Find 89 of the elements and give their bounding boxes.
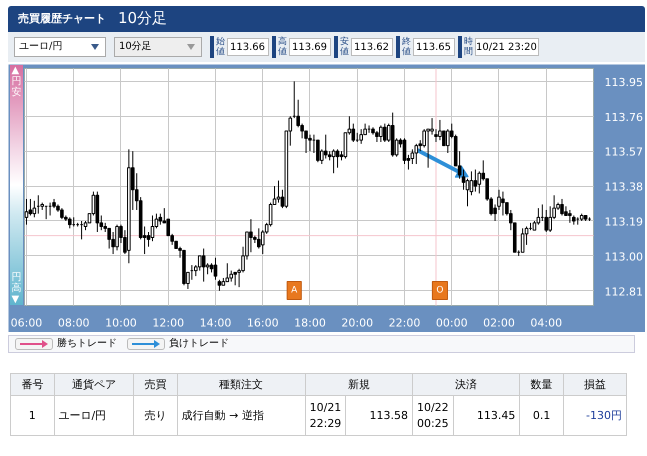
x-tick-label: 20:00 (341, 316, 374, 330)
text: 10分足 (118, 8, 168, 30)
candlestick (324, 134, 328, 160)
text: 時間 (464, 37, 473, 57)
chart-subtitle: 10分足 (119, 40, 152, 54)
text: 113.45 (453, 396, 520, 436)
text: 113.58 (346, 396, 412, 436)
candlestick (32, 200, 36, 218)
annotation: A (291, 286, 298, 296)
text: 勝ちトレード (57, 336, 117, 351)
text: 113.62 (351, 38, 393, 56)
candlestick (359, 128, 363, 144)
x-tick-label: 16:00 (246, 316, 279, 330)
text: 始値 (216, 37, 225, 57)
x-tick-label: 18:00 (294, 316, 326, 330)
candlestick (434, 128, 438, 142)
annotation: O (436, 286, 444, 296)
text: 売買 (134, 374, 178, 396)
candlestick (332, 148, 336, 174)
text: 0.1 (520, 396, 564, 436)
candlestick (233, 272, 237, 286)
text: 113.66 (227, 38, 269, 56)
text: 1 (10, 396, 54, 436)
candlestick (210, 262, 214, 273)
candlestick (115, 224, 119, 251)
text: 数量 (520, 374, 564, 396)
text: 通貨ペア (54, 374, 134, 396)
y-tick-label: 113.00 (604, 250, 643, 264)
candlestick (68, 216, 72, 229)
text: 種類注文 (177, 374, 306, 396)
candlestick (276, 180, 280, 204)
text: 113.65 (413, 38, 455, 56)
text: 高値 (278, 37, 287, 57)
y-tick-label: 112.81 (604, 285, 643, 298)
text: 10/22 00:25 (412, 396, 454, 436)
text: 10/21 23:20 (475, 38, 539, 56)
candlestick (344, 132, 348, 160)
candlestick (60, 208, 64, 220)
x-tick-label: 02:00 (483, 316, 515, 330)
candlestick (249, 218, 253, 253)
text: 番号 (10, 374, 54, 396)
candlestick (532, 220, 536, 231)
text: 終値 (402, 37, 411, 57)
candlestick (414, 143, 418, 165)
x-tick-label: 12:00 (152, 316, 184, 330)
x-tick-label: 10:00 (105, 316, 137, 330)
candlestick (474, 169, 478, 192)
candlestick (225, 262, 230, 282)
text: 新規 (305, 374, 412, 396)
text: 10/21 22:29 (305, 396, 346, 436)
text: 負けトレード (169, 336, 229, 351)
x-tick-label: 04:00 (530, 316, 562, 330)
y-tick-label: 113.19 (604, 215, 643, 228)
text: 成行自動 → 逆指 (177, 396, 306, 436)
candlestick (383, 123, 387, 142)
gradient-bar: ▲円安 円高▼ (10, 65, 23, 305)
candlestick (308, 134, 312, 152)
candlestick (202, 248, 206, 282)
y-tick-label: 113.57 (604, 146, 643, 159)
candlestick (158, 213, 162, 226)
x-tick-label: 06:00 (10, 316, 42, 330)
candlestick (336, 148, 340, 168)
candlestick (218, 279, 222, 292)
x-tick-label: 22:00 (388, 316, 420, 330)
text: 売り (134, 396, 178, 436)
y-tick-label: 113.38 (604, 180, 643, 194)
candlestick (501, 191, 505, 216)
candlestick (379, 124, 383, 142)
x-tick-label: 08:00 (58, 316, 90, 330)
x-tick-label: 00:00 (436, 316, 468, 330)
text: 113.69 (289, 38, 331, 56)
candlestick (568, 209, 572, 224)
candlestick (328, 150, 332, 161)
candlestick (214, 257, 218, 280)
chart-title: 売買履歴チャート (18, 11, 106, 27)
candlestick (520, 228, 524, 253)
candlestick (426, 128, 430, 168)
candlestick (375, 130, 379, 142)
text: ユーロ/円 (19, 40, 62, 54)
text: 安値 (340, 37, 349, 57)
y-tick-label: 113.95 (604, 76, 643, 89)
y-tick-label: 113.76 (604, 110, 643, 124)
candlestick (24, 198, 28, 226)
x-tick-label: 14:00 (200, 316, 232, 330)
text: 損益 (563, 374, 626, 396)
text: -130円 (563, 396, 626, 436)
text: 決済 (412, 374, 520, 396)
text: ユーロ/円 (54, 396, 134, 436)
candlestick (560, 198, 564, 216)
